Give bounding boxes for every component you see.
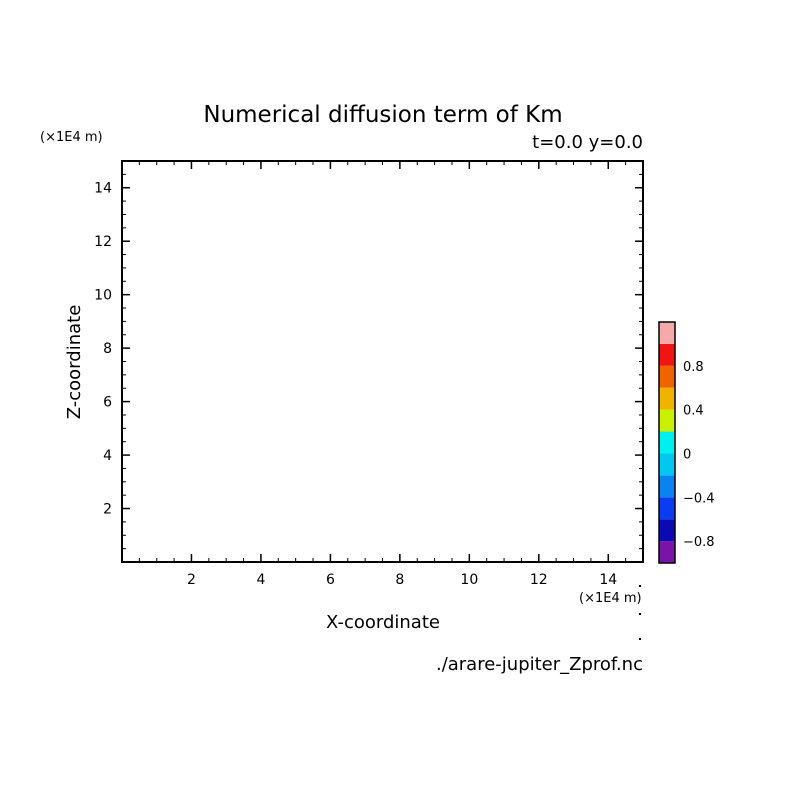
x-axis-label: X-coordinate (326, 612, 440, 633)
colorbar-tick-label: 0.8 (683, 360, 704, 375)
x-tick-label: 10 (460, 572, 478, 588)
x-tick-label: 6 (326, 572, 335, 588)
colorbar-tick-label: 0.4 (683, 404, 704, 419)
x-tick-label: 8 (395, 572, 404, 588)
x-tick-label: 12 (530, 572, 548, 588)
y-tick-label: 4 (103, 448, 112, 464)
stray-dot (639, 585, 641, 587)
axis-ticks: 2 4 6 8 10 12 14 2 4 6 8 10 12 14 (94, 161, 643, 588)
colorbar-swatch (659, 387, 675, 410)
colorbar: −0.8 −0.4 0 0.4 0.8 (658, 321, 715, 564)
x-tick-label: 14 (599, 572, 617, 588)
colorbar-tick-label: 0 (683, 447, 691, 462)
x-tick-label: 4 (256, 572, 265, 588)
stray-dot (639, 638, 641, 640)
colorbar-frame (658, 321, 676, 564)
chart-subtitle: t=0.0 y=0.0 (532, 132, 643, 153)
y-tick-label: 14 (94, 181, 112, 197)
colorbar-swatch (659, 322, 675, 344)
y-tick-label: 6 (103, 395, 112, 411)
source-file-label: ./arare-jupiter_Zprof.nc (436, 654, 643, 675)
colorbar-swatch (659, 343, 675, 366)
colorbar-swatch (659, 541, 675, 563)
colorbar-tick-label: −0.8 (683, 535, 715, 550)
plot-frame (121, 160, 644, 563)
stray-dots (639, 585, 641, 640)
colorbar-swatch (659, 431, 675, 454)
y-unit-label: (×1E4 m) (40, 130, 103, 145)
y-tick-label: 2 (103, 502, 112, 518)
chart-title: Numerical diffusion term of Km (203, 102, 562, 128)
x-unit-label: (×1E4 m) (579, 591, 642, 606)
stray-dot (639, 613, 641, 615)
colorbar-tick-label: −0.4 (683, 491, 715, 506)
y-tick-label: 12 (94, 234, 112, 250)
colorbar-swatch (659, 519, 675, 542)
colorbar-swatch (659, 453, 675, 476)
y-axis-label: Z-coordinate (64, 305, 85, 420)
colorbar-swatch (659, 409, 675, 432)
x-tick-label: 2 (187, 572, 196, 588)
y-tick-label: 10 (94, 288, 112, 304)
colorbar-swatch (659, 497, 675, 520)
y-tick-label: 8 (103, 341, 112, 357)
colorbar-swatch (659, 365, 675, 388)
colorbar-swatch (659, 475, 675, 498)
